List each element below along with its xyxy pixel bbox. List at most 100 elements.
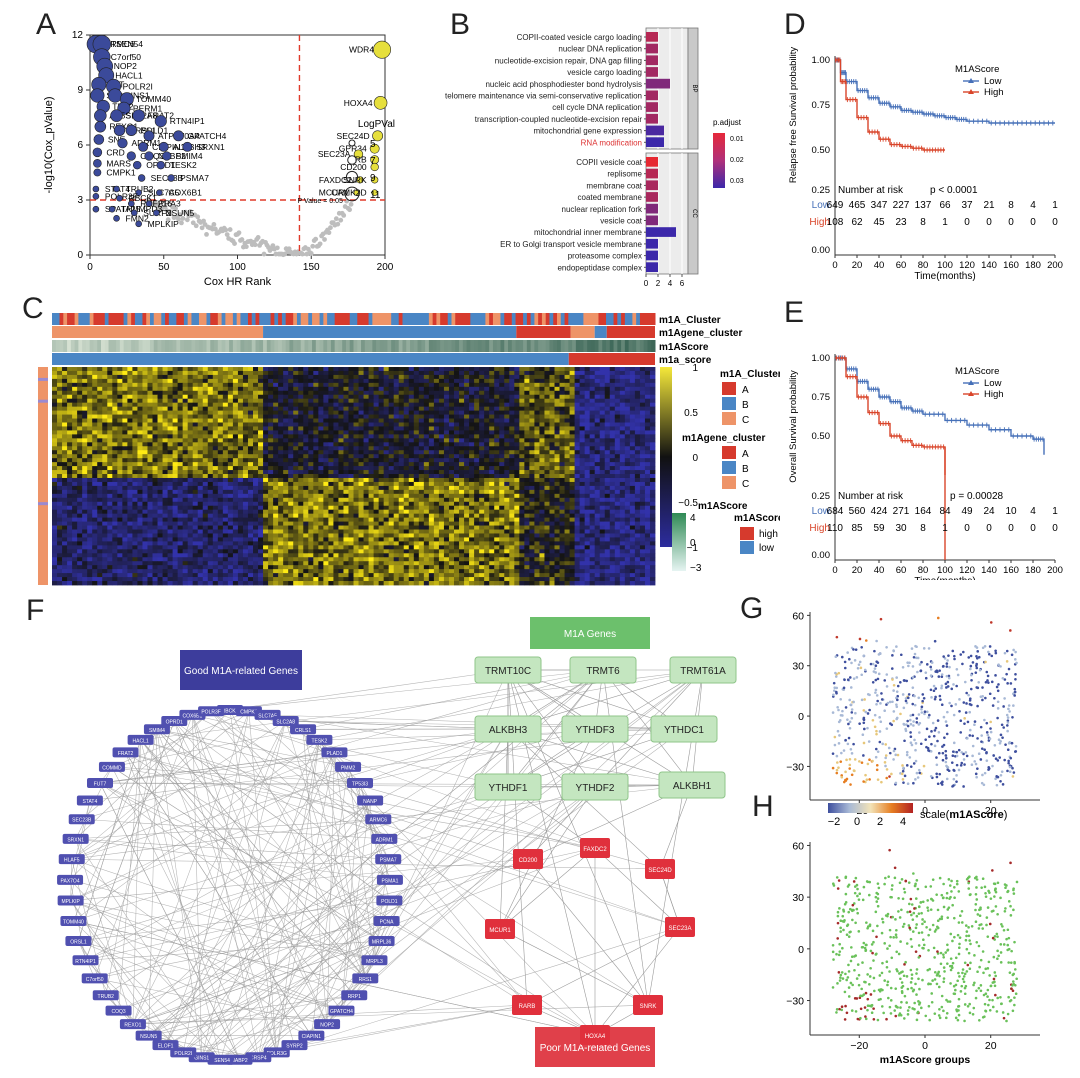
heatmap-cell (489, 410, 495, 415)
gene-point (153, 209, 160, 217)
heatmap-cell (489, 446, 495, 451)
heatmap-cell (569, 422, 575, 427)
heatmap-cell (278, 367, 284, 372)
annotation-cell (587, 313, 592, 325)
heatmap-cell (112, 438, 118, 443)
heatmap-cell (268, 442, 274, 447)
heatmap-cell (62, 390, 68, 396)
heatmap-cell (207, 414, 214, 419)
heatmap-cell (413, 489, 420, 495)
annotation-cell (134, 313, 140, 325)
heatmap-cell (157, 466, 163, 471)
gene-label: NOP2 (114, 61, 137, 71)
heatmap-cell (137, 470, 143, 475)
heatmap-cell (137, 481, 143, 487)
gene-label: SPATA25 (105, 204, 141, 214)
heatmap-cell (504, 477, 510, 483)
heatmap-cell (509, 434, 515, 439)
heatmap-cell (484, 370, 490, 376)
heatmap-cell (247, 414, 254, 419)
heatmap-cell (212, 462, 219, 467)
heatmap-cell (167, 466, 173, 471)
heatmap-cell (388, 454, 395, 459)
heatmap-cell (629, 410, 636, 415)
heatmap-cell (273, 434, 279, 439)
heatmap-cell (484, 458, 490, 463)
annotation-row-label: m1AScore (659, 342, 709, 353)
heatmap-cell (408, 481, 415, 487)
heatmap-cell (408, 422, 415, 427)
heatmap-cell (57, 374, 63, 380)
heatmap-cell (373, 474, 380, 479)
heatmap-cell (373, 426, 380, 431)
heatmap-cell (499, 477, 505, 483)
heatmap-cell (303, 422, 309, 427)
heatmap-cell (62, 394, 68, 400)
heatmap-cell (293, 462, 299, 467)
heatmap-cell (217, 489, 224, 495)
heatmap-cell (609, 398, 616, 404)
heatmap-cell (629, 398, 636, 404)
heatmap-cell (484, 438, 490, 443)
heatmap-cell (117, 418, 123, 423)
heatmap-cell (474, 414, 480, 419)
heatmap-cell (423, 489, 430, 495)
heatmap-cell (529, 374, 535, 380)
annotation-cell (55, 340, 61, 352)
heatmap-cell (318, 398, 324, 404)
heatmap-cell (353, 481, 359, 487)
heatmap-cell (172, 434, 179, 439)
term-label: nuclear DNA replication (558, 45, 642, 54)
heatmap-cell (534, 374, 540, 380)
annotation-cell (417, 340, 422, 352)
heatmap-cell (479, 370, 485, 376)
heatmap-cell (599, 418, 606, 423)
heatmap-cell (288, 370, 294, 376)
heatmap-cell (423, 462, 430, 467)
heatmap-cell (102, 474, 108, 479)
heatmap-cell (107, 438, 113, 443)
heatmap-cell (464, 398, 470, 404)
annotation-cell (349, 313, 354, 325)
heatmap-cell (222, 394, 229, 400)
heatmap-cell (232, 370, 239, 376)
heatmap-cell (162, 426, 168, 431)
heatmap-cell (162, 442, 168, 447)
heatmap-cell (237, 378, 244, 384)
heatmap-cell (288, 402, 294, 408)
heatmap-cell (318, 410, 324, 415)
annotation-cell (643, 313, 648, 325)
heatmap-cell (167, 426, 173, 431)
heatmap-cell (408, 450, 415, 455)
heatmap-cell (554, 454, 560, 459)
term-label: proteasome complex (568, 252, 642, 261)
heatmap-cell (187, 382, 194, 388)
heatmap-cell (117, 410, 123, 415)
heatmap-cell (459, 382, 465, 388)
heatmap-cell (358, 418, 364, 423)
heatmap-cell (634, 418, 641, 423)
heatmap-cell (247, 390, 254, 396)
risk-count: 1 (1052, 200, 1058, 211)
heatmap-cell (288, 454, 294, 459)
heatmap-cell (253, 406, 259, 411)
heatmap-cell (107, 378, 113, 384)
heatmap-cell (232, 442, 239, 447)
heatmap-cell (112, 458, 118, 463)
heatmap-cell (579, 458, 586, 463)
heatmap-cell (494, 434, 500, 439)
heatmap-cell (313, 374, 319, 380)
heatmap-cell (459, 418, 465, 423)
heatmap-cell (489, 454, 495, 459)
heatmap-cell (474, 454, 480, 459)
heatmap-cell (373, 477, 380, 483)
heatmap-cell (464, 485, 470, 491)
heatmap-cell (348, 426, 354, 431)
heatmap-cell (524, 450, 530, 455)
annotation-cell (244, 313, 249, 325)
heatmap-cell (378, 406, 385, 411)
heatmap-cell (268, 434, 274, 439)
heatmap-cell (152, 402, 158, 408)
heatmap-cell (559, 434, 565, 439)
